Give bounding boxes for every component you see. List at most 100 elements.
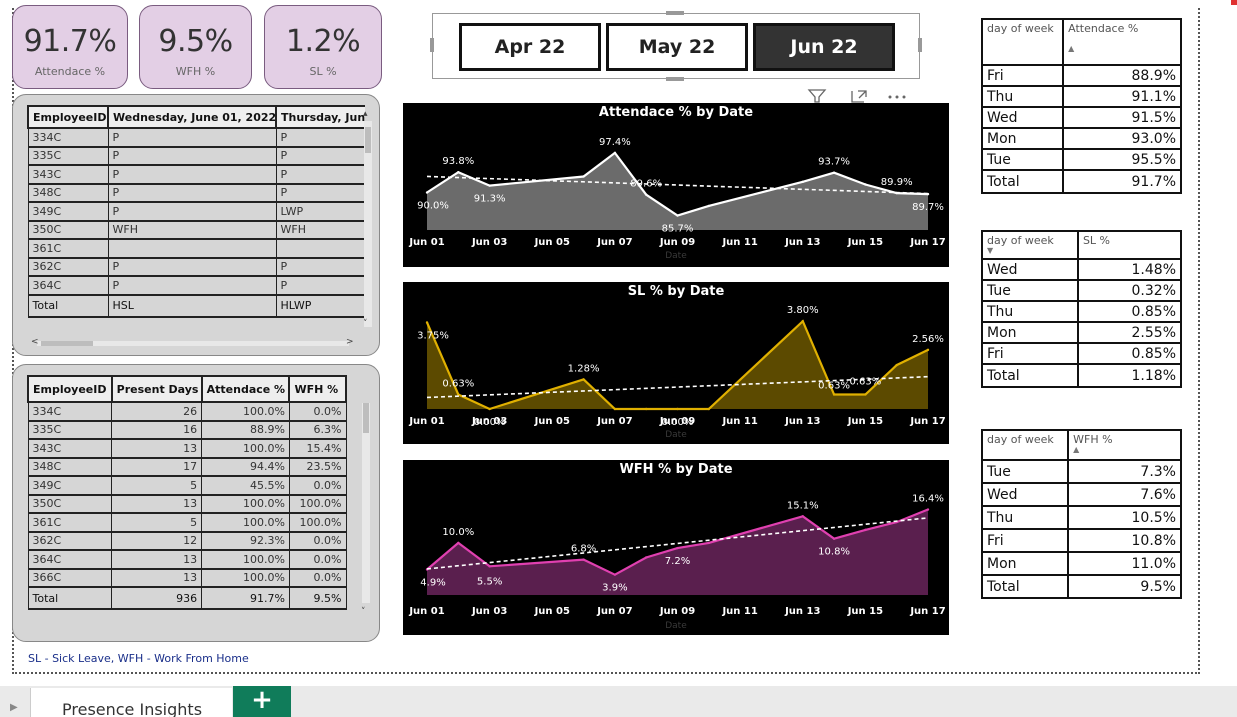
table-row[interactable]: Wed 1.48%	[981, 258, 1183, 281]
table-cell: 364C	[27, 275, 109, 296]
column-header[interactable]: EmployeeID	[27, 375, 113, 403]
column-header[interactable]: EmployeeID	[27, 105, 109, 129]
data-point	[864, 528, 867, 532]
table-row[interactable]: Fri 10.8%	[980, 528, 1182, 553]
table-cell: 2.55%	[1076, 321, 1183, 344]
vertical-scrollbar[interactable]	[364, 121, 372, 327]
vertical-scrollbar[interactable]	[362, 403, 370, 603]
table-row[interactable]: 350C 13 100.0% 100.0%	[27, 494, 347, 514]
table-row[interactable]: 335C 16 88.9% 6.3%	[27, 420, 347, 440]
table-row[interactable]: Thu 91.1%	[980, 85, 1182, 108]
resize-handle[interactable]	[918, 38, 922, 52]
scroll-down-icon[interactable]: ˅	[361, 607, 366, 617]
table-row[interactable]: 364C 13 100.0% 0.0%	[27, 549, 347, 570]
kpi-card-attendance[interactable]: 91.7% Attendace %	[12, 5, 128, 89]
data-label: 0.63%	[442, 378, 474, 389]
table-cell: Wed	[980, 482, 1070, 507]
scrollbar-thumb[interactable]	[41, 341, 93, 346]
table-row[interactable]: Tue 0.32%	[981, 279, 1183, 302]
add-page-button[interactable]: +	[233, 686, 291, 717]
table-row[interactable]: 364C P P	[27, 275, 365, 296]
table-cell: 93.0%	[1062, 127, 1182, 150]
table-row[interactable]: 343C 13 100.0% 15.4%	[27, 438, 347, 459]
resize-handle[interactable]	[430, 38, 434, 52]
resize-handle[interactable]	[666, 77, 684, 81]
scroll-down-icon[interactable]: ˅	[363, 319, 368, 329]
table-row[interactable]: 361C	[27, 238, 365, 259]
data-point	[707, 407, 711, 411]
scroll-up-icon[interactable]: ▴	[363, 109, 368, 119]
table-row[interactable]: 361C 5 100.0% 100.0%	[27, 512, 347, 533]
column-header[interactable]: WFH %	[288, 375, 347, 403]
weekday-attendance-table[interactable]: day of week Attendace % ▲ Fri 88.9% Thu 91.1…	[980, 18, 1182, 194]
column-header[interactable]: Present Days	[110, 375, 203, 403]
table-row[interactable]: 362C 12 92.3% 0.0%	[27, 531, 347, 551]
scrollbar-thumb[interactable]	[365, 127, 371, 153]
x-tick-label: Jun 09	[659, 237, 695, 248]
table-row[interactable]: Thu 0.85%	[981, 300, 1183, 323]
table-cell: LWP	[275, 201, 365, 222]
table-cell: 94.4%	[201, 457, 290, 477]
previous-page-icon[interactable]: ▶	[10, 702, 18, 713]
table-row[interactable]: 366C 13 100.0% 0.0%	[27, 568, 347, 588]
data-label: 85.7%	[662, 224, 694, 235]
table-row[interactable]: Wed 7.6%	[980, 482, 1182, 507]
column-header[interactable]: Wednesday, June 01, 2022	[107, 105, 277, 129]
column-header[interactable]: WFH % ▲	[1067, 429, 1182, 461]
table-row[interactable]: 343C P P	[27, 164, 365, 185]
scrollbar-thumb[interactable]	[363, 403, 369, 433]
table-row[interactable]: Wed 91.5%	[980, 106, 1182, 129]
weekday-wfh-table[interactable]: day of week WFH % ▲ Tue 7.3% Wed 7.6% Thu 10.5…	[980, 429, 1182, 599]
column-header[interactable]: day of week	[980, 429, 1070, 461]
sort-descending-icon[interactable]: ▼	[987, 246, 994, 255]
table-row[interactable]: 335C P P	[27, 146, 365, 166]
page-tab-presence-insights[interactable]: Presence Insights	[30, 688, 232, 717]
table-row[interactable]: 362C P P	[27, 257, 365, 277]
column-header[interactable]: Thursday, June	[275, 105, 365, 129]
table-row[interactable]: 334C 26 100.0% 0.0%	[27, 401, 347, 422]
slicer-option-jun-22[interactable]: Jun 22	[753, 23, 895, 71]
slicer-option-may-22[interactable]: May 22	[606, 23, 748, 71]
wfh-by-date-chart[interactable]: WFH % by Date 4.9% 10.0% 5.5% 6.8% 3.9% 7.2% 1…	[403, 460, 949, 635]
column-header[interactable]: day of week ▼	[981, 230, 1079, 260]
table-row[interactable]: Tue 95.5%	[980, 148, 1182, 171]
horizontal-scrollbar[interactable]	[37, 341, 349, 346]
data-point	[926, 348, 930, 352]
sl-by-date-chart[interactable]: SL % by Date 3.75% 0.63% 0.00% 1.28% 0.00% 3.…	[403, 282, 949, 444]
table-row[interactable]: 348C P P	[27, 183, 365, 203]
kpi-card-sl[interactable]: 1.2% SL %	[264, 5, 382, 89]
resize-handle[interactable]	[666, 11, 684, 15]
table-row[interactable]: 349C P LWP	[27, 201, 365, 222]
table-row[interactable]: 350C WFH WFH	[27, 220, 365, 240]
sort-ascending-icon[interactable]: ▲	[1068, 44, 1075, 53]
table-cell: 0.0%	[288, 568, 347, 588]
table-row[interactable]: Tue 7.3%	[980, 459, 1182, 484]
table-row[interactable]: Mon 93.0%	[980, 127, 1182, 150]
scroll-left-icon[interactable]: <	[31, 337, 39, 347]
table-row[interactable]: Fri 0.85%	[981, 342, 1183, 365]
column-header[interactable]: SL %	[1076, 230, 1183, 260]
column-header[interactable]: day of week	[980, 18, 1065, 66]
table-row[interactable]: 349C 5 45.5% 0.0%	[27, 475, 347, 496]
table-row[interactable]: Thu 10.5%	[980, 505, 1182, 530]
slicer-option-apr-22[interactable]: Apr 22	[459, 23, 601, 71]
table-row[interactable]: 348C 17 94.4% 23.5%	[27, 457, 347, 477]
data-label: 89.9%	[881, 177, 913, 188]
table-row[interactable]: 334C P P	[27, 127, 365, 148]
column-header[interactable]: Attendace %	[200, 375, 291, 403]
total-row: Total 91.7%	[980, 169, 1182, 194]
daily-status-table[interactable]: EmployeeID Wednesday, June 01, 2022 Thur…	[12, 94, 380, 356]
table-row[interactable]: Fri 88.9%	[980, 64, 1182, 87]
x-tick-label: Jun 17	[909, 606, 945, 617]
employee-summary-table[interactable]: EmployeeID Present Days Attendace % WFH …	[12, 364, 380, 642]
kpi-card-wfh[interactable]: 9.5% WFH %	[139, 5, 252, 89]
table-row[interactable]: Mon 11.0%	[980, 551, 1182, 576]
sort-ascending-icon[interactable]: ▲	[1073, 445, 1080, 454]
daily-grid: EmployeeID Wednesday, June 01, 2022 Thur…	[27, 105, 365, 318]
weekday-sl-table[interactable]: day of week ▼ SL % Wed 1.48% Tue 0.32% Thu 0.8…	[981, 230, 1183, 388]
attendance-by-date-chart[interactable]: Attendace % by Date 90.0% 93.8% 91.3% 97.4%…	[403, 103, 949, 267]
x-tick-label: Jun 03	[471, 237, 507, 248]
scroll-right-icon[interactable]: >	[346, 337, 354, 347]
table-row[interactable]: Mon 2.55%	[981, 321, 1183, 344]
column-header[interactable]: Attendace % ▲	[1062, 18, 1182, 66]
